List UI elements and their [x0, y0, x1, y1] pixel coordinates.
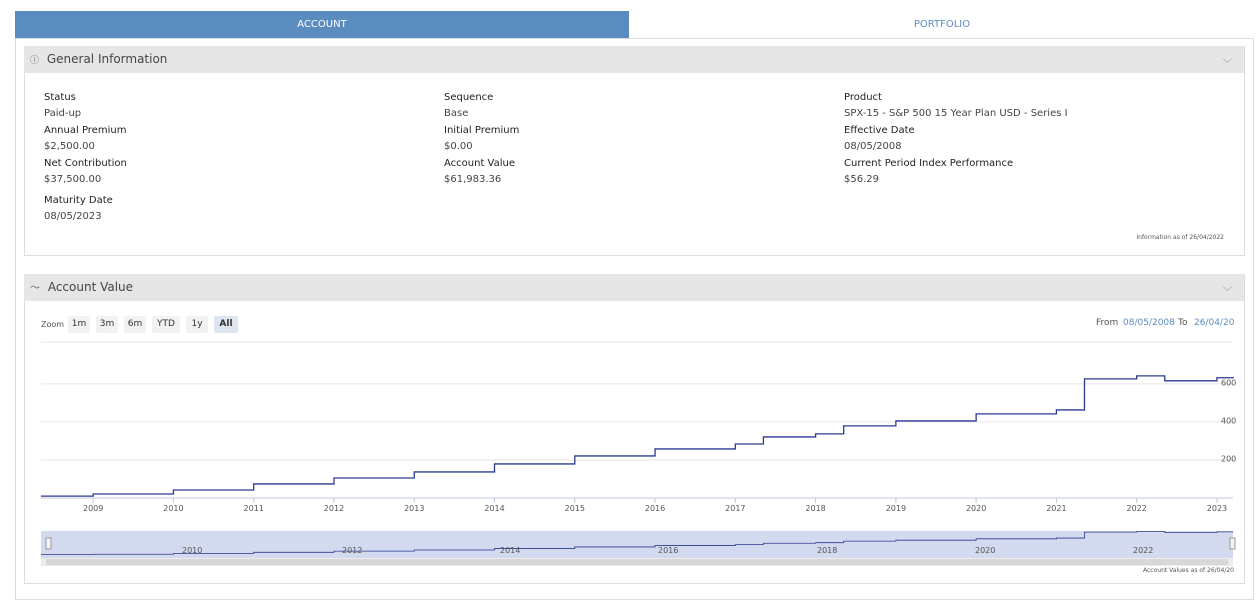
zoom-button[interactable]: 6m: [124, 316, 146, 333]
tab-portfolio[interactable]: PORTFOLIO: [913, 19, 971, 30]
field-value: $56.29: [844, 174, 879, 185]
zoom-button[interactable]: YTD: [152, 316, 180, 333]
account-header[interactable]: 〜 Account Value ⌵: [24, 274, 1244, 301]
zoom-label: Zoom: [41, 320, 65, 329]
general-header[interactable]: ⓘ General Information ⌵: [24, 46, 1244, 73]
general-box: [24, 46, 1245, 256]
field-label: Sequence: [444, 92, 494, 103]
field-value: $37,500.00: [44, 174, 102, 185]
field-label: Maturity Date: [44, 195, 113, 206]
field-label: Net Contribution: [44, 158, 127, 169]
general-title: General Information: [46, 52, 168, 66]
to-label: To: [1178, 318, 1188, 328]
field-value: 08/05/2008: [844, 141, 902, 152]
to-date[interactable]: 26/04/20: [1194, 318, 1234, 328]
field-value: Paid-up: [44, 108, 82, 119]
info-as-of: Information as of 26/04/2022: [1136, 234, 1224, 241]
zoom-button[interactable]: 1y: [186, 316, 208, 333]
field-label: Account Value: [444, 158, 516, 169]
field-label: Current Period Index Performance: [844, 158, 1014, 169]
zoom-button[interactable]: All: [214, 316, 238, 333]
field-label: Product: [844, 92, 882, 103]
zoom-button[interactable]: 3m: [96, 316, 118, 333]
tab-account[interactable]: ACCOUNT: [15, 11, 629, 38]
field-label: Annual Premium: [44, 125, 127, 136]
field-value: $2,500.00: [44, 141, 95, 152]
from-label: From: [1096, 318, 1119, 328]
field-value: Base: [444, 108, 469, 119]
field-label: Initial Premium: [444, 125, 520, 136]
field-value: 08/05/2023: [44, 211, 102, 222]
field-label: Status: [44, 92, 76, 103]
zoom-button[interactable]: 1m: [68, 316, 90, 333]
from-date[interactable]: 08/05/2008: [1123, 318, 1175, 328]
account-title: Account Value: [47, 280, 134, 294]
chart-as-of: Account Values as of 26/04/20: [1143, 567, 1234, 574]
field-value: $61,983.36: [444, 174, 502, 185]
field-value: $0.00: [444, 141, 473, 152]
field-value: SPX-15 - S&P 500 15 Year Plan USD - Seri…: [844, 108, 1068, 119]
field-label: Effective Date: [844, 125, 915, 136]
